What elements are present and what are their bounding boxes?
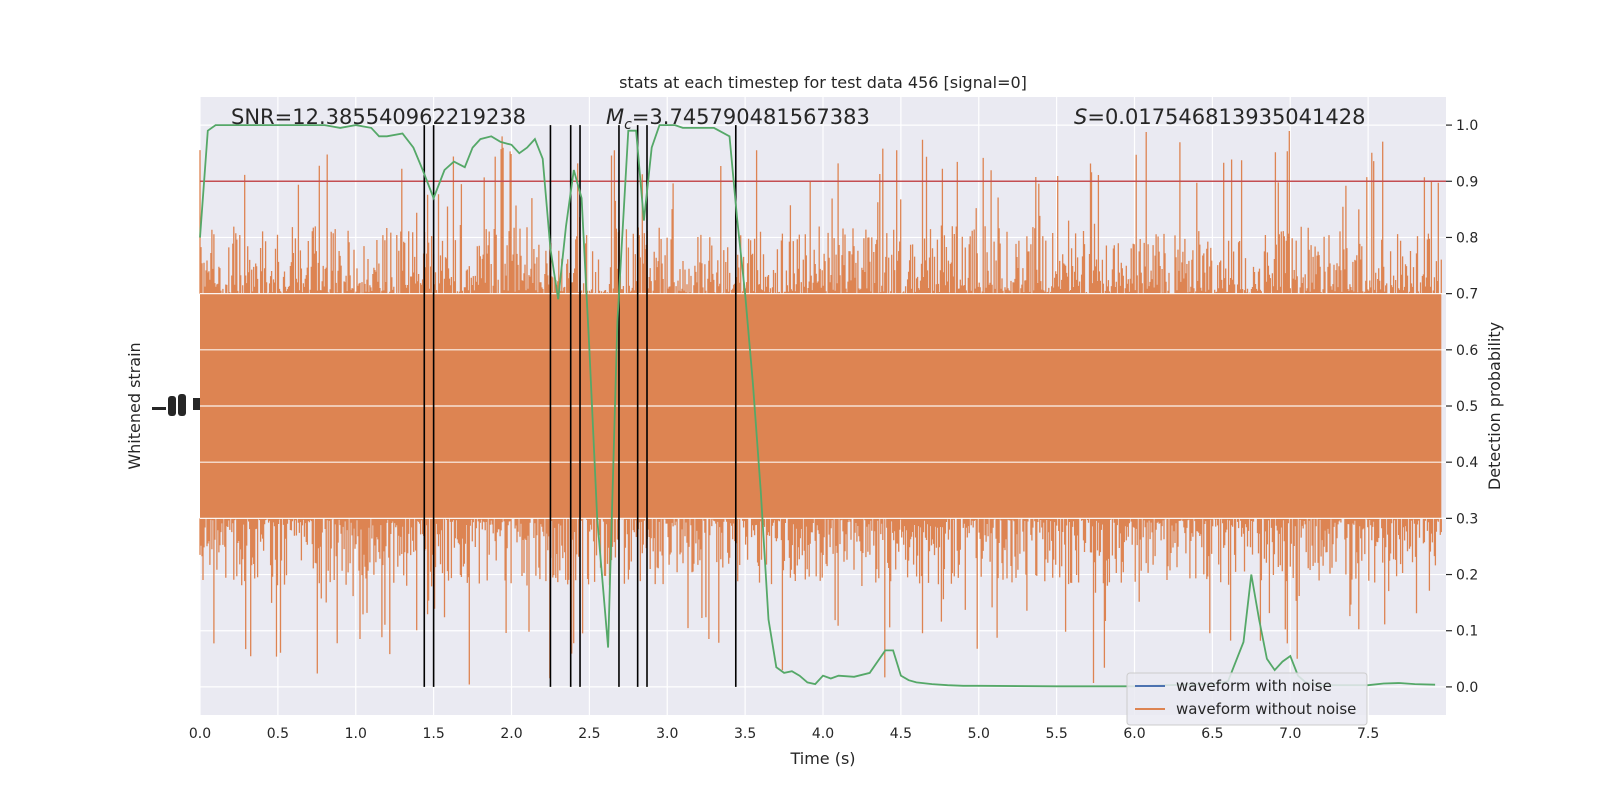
strain-series (199, 131, 1446, 685)
x-tick-label: 3.5 (734, 726, 756, 742)
s-annotation: S=0.017546813935041428 (1074, 105, 1365, 129)
legend-label-with-noise: waveform with noise (1176, 677, 1332, 695)
y-tick-label: 0.9 (1456, 174, 1478, 190)
mc-value: =3.745790481567383 (632, 105, 870, 129)
y-tick-label: 0.2 (1456, 568, 1478, 584)
s-symbol: S (1074, 105, 1087, 129)
mc-subscript: c (624, 117, 632, 133)
x-tick-label: 1.0 (345, 726, 367, 742)
y-tick-label: 0.8 (1456, 230, 1478, 246)
mc-symbol: M (606, 105, 624, 129)
legend-box (1126, 672, 1368, 726)
y-axis-label-left: Whitened strain (125, 342, 144, 469)
legend-label-without-noise: waveform without noise (1176, 700, 1356, 718)
y-tick-label: 0.7 (1456, 287, 1478, 303)
x-tick-label: 5.0 (968, 726, 990, 742)
snr-annotation: SNR=12.385540962219238 (231, 105, 526, 129)
y-tick-label: 0.4 (1456, 455, 1478, 471)
left-axis-tick-cluster (168, 396, 176, 416)
x-tick-label: 4.5 (890, 726, 912, 742)
mc-annotation: Mc=3.745790481567383 (606, 105, 870, 133)
axes: 0.0 0.5 1.0 1.5 2.0 2.5 3.0 3.5 4.0 4.5 5.0 5.5 6.0 6… (152, 118, 1478, 742)
x-tick-label: 7.0 (1279, 726, 1301, 742)
x-axis-label: Time (s) (789, 749, 855, 768)
left-axis-tick-cluster (152, 407, 166, 410)
y-axis-label-right: Detection probability (1485, 322, 1504, 490)
detection-series (199, 124, 1436, 688)
left-axis-tick-cluster (178, 394, 186, 416)
x-tick-label: 6.5 (1201, 726, 1223, 742)
x-tick-label: 2.0 (500, 726, 522, 742)
x-tick-label: 7.5 (1357, 726, 1379, 742)
y-tick-label: 0.6 (1456, 343, 1478, 359)
detection-probability-line (199, 124, 1436, 688)
chart-title: stats at each timestep for test data 456… (619, 73, 1027, 92)
y-tick-label: 0.3 (1456, 511, 1478, 527)
x-tick-label: 6.0 (1123, 726, 1145, 742)
x-tick-label: 4.0 (812, 726, 834, 742)
s-value: =0.017546813935041428 (1087, 105, 1365, 129)
x-tick-label: 0.5 (267, 726, 289, 742)
x-tick-label: 1.5 (422, 726, 444, 742)
x-tick-label: 0.0 (189, 726, 211, 742)
x-tick-label: 5.5 (1045, 726, 1067, 742)
y-tick-label: 1.0 (1456, 118, 1478, 134)
x-tick-label: 3.0 (656, 726, 678, 742)
left-axis-tick-cluster (193, 398, 200, 410)
vertical-markers (423, 125, 737, 687)
y-tick-label: 0.1 (1456, 624, 1478, 640)
legend: waveform with noise waveform without noi… (1126, 672, 1368, 726)
y-tick-label: 0.5 (1456, 399, 1478, 415)
x-tick-label: 2.5 (578, 726, 600, 742)
y-tick-label: 0.0 (1456, 680, 1478, 696)
